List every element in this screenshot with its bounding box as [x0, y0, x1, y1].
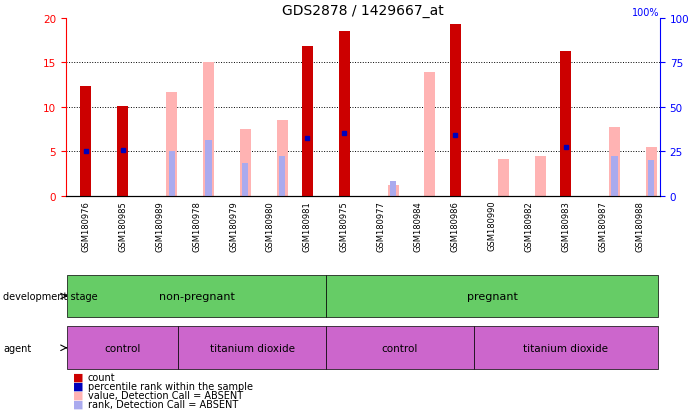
Bar [178, 327, 326, 369]
Text: ■: ■ [73, 381, 83, 391]
Bar [243, 163, 249, 196]
Text: count: count [88, 372, 115, 382]
Text: GSM180975: GSM180975 [340, 200, 349, 251]
Text: GSM180986: GSM180986 [451, 200, 460, 251]
Bar [473, 327, 658, 369]
Text: GSM180983: GSM180983 [561, 200, 570, 251]
Text: GSM180989: GSM180989 [155, 200, 164, 251]
Text: value, Detection Call = ABSENT: value, Detection Call = ABSENT [88, 390, 243, 400]
Text: GSM180982: GSM180982 [524, 200, 533, 251]
Text: GSM180980: GSM180980 [266, 200, 275, 251]
Bar [279, 156, 285, 196]
Bar [203, 63, 214, 196]
Text: rank, Detection Call = ABSENT: rank, Detection Call = ABSENT [88, 399, 238, 409]
Bar [388, 185, 399, 196]
Text: control: control [104, 343, 141, 353]
Text: GSM180990: GSM180990 [487, 200, 496, 251]
Text: ■: ■ [73, 372, 83, 382]
Text: ■: ■ [73, 399, 83, 409]
Text: development stage: development stage [3, 291, 98, 301]
Bar [648, 161, 654, 196]
Title: GDS2878 / 1429667_at: GDS2878 / 1429667_at [282, 4, 444, 18]
Bar [424, 73, 435, 196]
Text: 100%: 100% [632, 8, 660, 18]
Text: pregnant: pregnant [466, 291, 518, 301]
Text: GSM180987: GSM180987 [598, 200, 607, 251]
Text: GSM180977: GSM180977 [377, 200, 386, 251]
Bar [302, 47, 313, 196]
Bar [450, 25, 461, 196]
Text: GSM180988: GSM180988 [635, 200, 644, 251]
Bar [326, 327, 473, 369]
Bar [535, 156, 546, 196]
Bar [277, 121, 288, 196]
Text: GSM180976: GSM180976 [82, 200, 91, 251]
Bar [205, 141, 211, 196]
Text: GSM180984: GSM180984 [414, 200, 423, 251]
Text: titanium dioxide: titanium dioxide [523, 343, 608, 353]
Bar [68, 275, 326, 318]
Bar [560, 52, 571, 196]
Text: GSM180978: GSM180978 [192, 200, 201, 251]
Bar [646, 147, 657, 196]
Bar [609, 128, 620, 196]
Bar [240, 130, 251, 196]
Bar [80, 87, 91, 196]
Bar [169, 152, 175, 196]
Text: GSM180979: GSM180979 [229, 200, 238, 251]
Bar [390, 182, 396, 196]
Bar [498, 160, 509, 196]
Text: titanium dioxide: titanium dioxide [209, 343, 294, 353]
Bar [166, 93, 177, 196]
Text: non-pregnant: non-pregnant [159, 291, 235, 301]
Bar [68, 327, 178, 369]
Text: percentile rank within the sample: percentile rank within the sample [88, 381, 253, 391]
Text: agent: agent [3, 343, 32, 353]
Bar [339, 32, 350, 196]
Bar [117, 107, 129, 196]
Text: GSM180981: GSM180981 [303, 200, 312, 251]
Text: control: control [381, 343, 418, 353]
Bar [326, 275, 658, 318]
Text: ■: ■ [73, 390, 83, 400]
Text: GSM180985: GSM180985 [118, 200, 127, 251]
Bar [612, 157, 618, 196]
